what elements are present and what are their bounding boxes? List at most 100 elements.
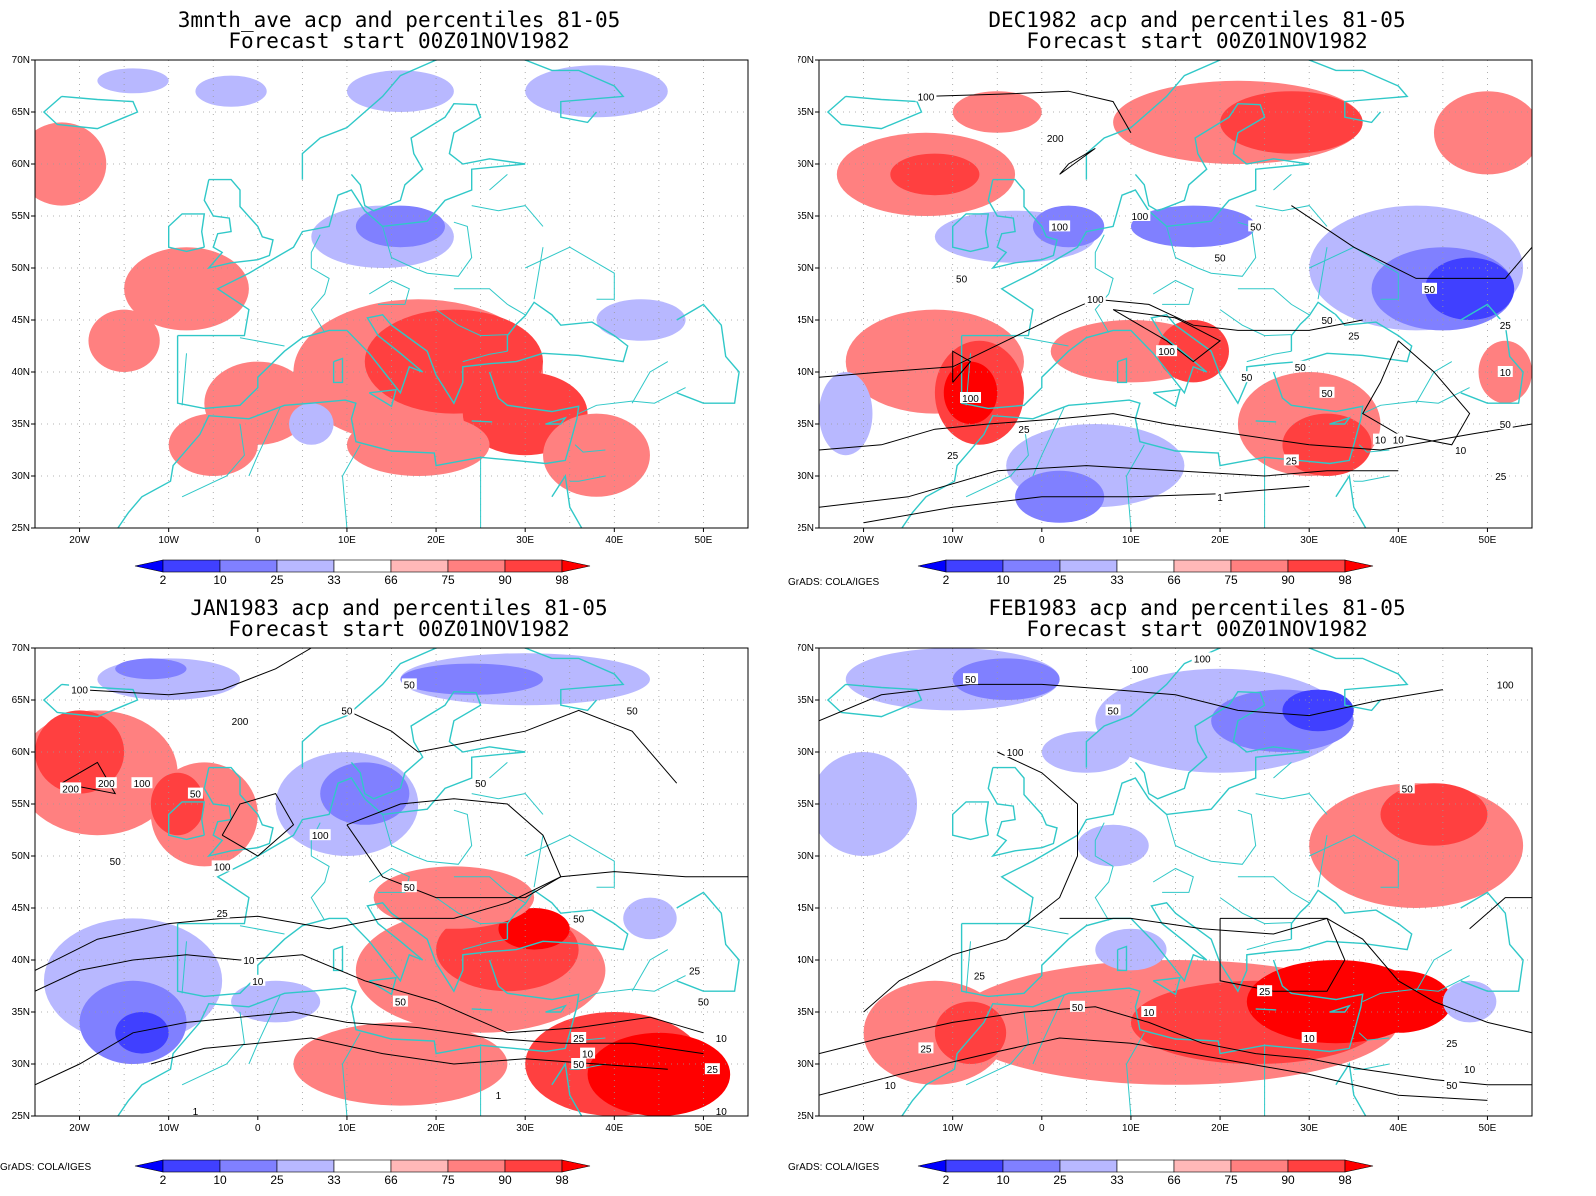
coastline — [545, 416, 568, 425]
percentile-shading — [498, 908, 570, 950]
country-border — [1152, 867, 1194, 893]
lon-tick-label: 40E — [1389, 1123, 1407, 1134]
country-border — [248, 407, 281, 477]
contour-label-bg — [1497, 366, 1513, 377]
contour-label-bg — [1493, 470, 1509, 481]
contour-label-bg — [624, 704, 640, 716]
lon-tick-label: 50E — [695, 535, 713, 546]
contour-label: 200 — [98, 779, 115, 790]
colorbar-segment — [1173, 1159, 1232, 1173]
lon-tick-label: 10W — [942, 535, 963, 546]
coastline — [332, 357, 344, 384]
colorbar-segment — [1059, 559, 1118, 573]
country-border — [453, 288, 526, 316]
contour-label-bg — [571, 1032, 587, 1043]
country-border — [631, 361, 669, 404]
percentile-shading — [1380, 783, 1488, 846]
colorbar-segment — [945, 1159, 1004, 1173]
contour-label: 10 — [1143, 1008, 1155, 1019]
grads-credit: GrADS: COLA/IGES — [788, 577, 880, 588]
contour-label-bg — [915, 90, 937, 102]
contour-label-bg — [190, 1104, 200, 1116]
contour-label-bg — [309, 829, 331, 841]
contour-label: 100 — [214, 862, 231, 873]
contour-line — [35, 871, 748, 971]
coastline — [1460, 303, 1524, 404]
coastline — [471, 420, 493, 423]
contour-label: 100 — [1194, 654, 1211, 665]
contour-label: 100 — [962, 394, 979, 405]
colorbar-segment — [1116, 559, 1175, 573]
coastline — [1152, 388, 1181, 408]
contour-label-bg — [1292, 360, 1308, 372]
contour-label-bg — [1141, 1006, 1157, 1017]
contour-label: 25 — [1348, 332, 1360, 343]
lat-tick-label: 35N — [798, 1007, 814, 1018]
contour-label: 50 — [1321, 389, 1333, 400]
colorbar-label: 33 — [1110, 573, 1124, 587]
country-border — [1415, 949, 1453, 992]
lat-tick-label: 70N — [12, 643, 30, 654]
coastline — [117, 371, 580, 528]
lon-tick-label: 20E — [427, 1123, 445, 1134]
contour-line — [952, 350, 972, 383]
lat-tick-label: 70N — [12, 55, 30, 66]
contour-label: 100 — [134, 779, 151, 790]
colorbar-segment — [162, 1159, 221, 1173]
panel-title-line2: Forecast start 00Z01NOV1982 — [228, 29, 570, 53]
colorbar-label: 10 — [996, 1173, 1010, 1187]
lat-tick-label: 55N — [12, 211, 30, 222]
lon-tick-label: 20E — [1211, 1123, 1229, 1134]
colorbar-segment — [1002, 559, 1061, 573]
contour-label: 50 — [1250, 222, 1262, 233]
coastline — [1255, 420, 1277, 423]
country-border — [1317, 247, 1328, 300]
colorbar-label: 98 — [555, 573, 569, 587]
contour-line — [819, 683, 1443, 722]
lat-tick-label: 45N — [798, 315, 814, 326]
lat-tick-label: 60N — [798, 159, 814, 170]
contour-label: 50 — [404, 883, 416, 894]
contour-label: 25 — [1018, 425, 1030, 436]
contour-line — [1291, 205, 1532, 279]
country-border — [239, 925, 285, 935]
contour-label-bg — [1257, 985, 1273, 997]
lat-tick-label: 30N — [12, 471, 30, 482]
lat-tick-label: 25N — [12, 1111, 30, 1122]
contour-label-bg — [69, 683, 91, 695]
lat-tick-label: 25N — [798, 1111, 814, 1122]
lat-tick-label: 60N — [12, 159, 30, 170]
coastline — [826, 95, 923, 130]
contour-label: 25 — [217, 909, 229, 920]
colorbar-arrow-left — [134, 559, 164, 573]
lon-tick-label: 10W — [158, 535, 179, 546]
coastline — [301, 60, 625, 180]
contour-label-bg — [1004, 746, 1026, 757]
country-border — [1273, 762, 1292, 779]
contour-label-bg — [1497, 319, 1513, 331]
colorbar-segment — [333, 559, 392, 573]
panel-title-line2: Forecast start 00Z01NOV1982 — [1026, 617, 1368, 641]
contour-line — [1112, 309, 1222, 363]
contour-line — [819, 413, 1532, 451]
country-border — [341, 1032, 361, 1116]
contour-label: 100 — [1087, 295, 1104, 306]
percentile-shading — [1442, 980, 1497, 1023]
colorbar-label: 90 — [1281, 573, 1295, 587]
colorbar-arrow-left — [917, 559, 947, 573]
country-border — [1308, 834, 1399, 888]
lon-tick-label: 50E — [1479, 535, 1497, 546]
coastline — [350, 690, 526, 800]
colorbar-segment — [1002, 1159, 1061, 1173]
country-border — [533, 835, 544, 888]
country-border — [1246, 938, 1292, 951]
coastline — [471, 1008, 493, 1011]
country-border — [1125, 444, 1145, 528]
coastline — [1152, 976, 1181, 996]
country-border — [181, 423, 245, 498]
lat-tick-label: 35N — [12, 419, 30, 430]
coastline — [826, 683, 923, 718]
lat-tick-label: 40N — [12, 367, 30, 378]
coastline — [1329, 416, 1352, 425]
country-border — [1023, 337, 1069, 347]
